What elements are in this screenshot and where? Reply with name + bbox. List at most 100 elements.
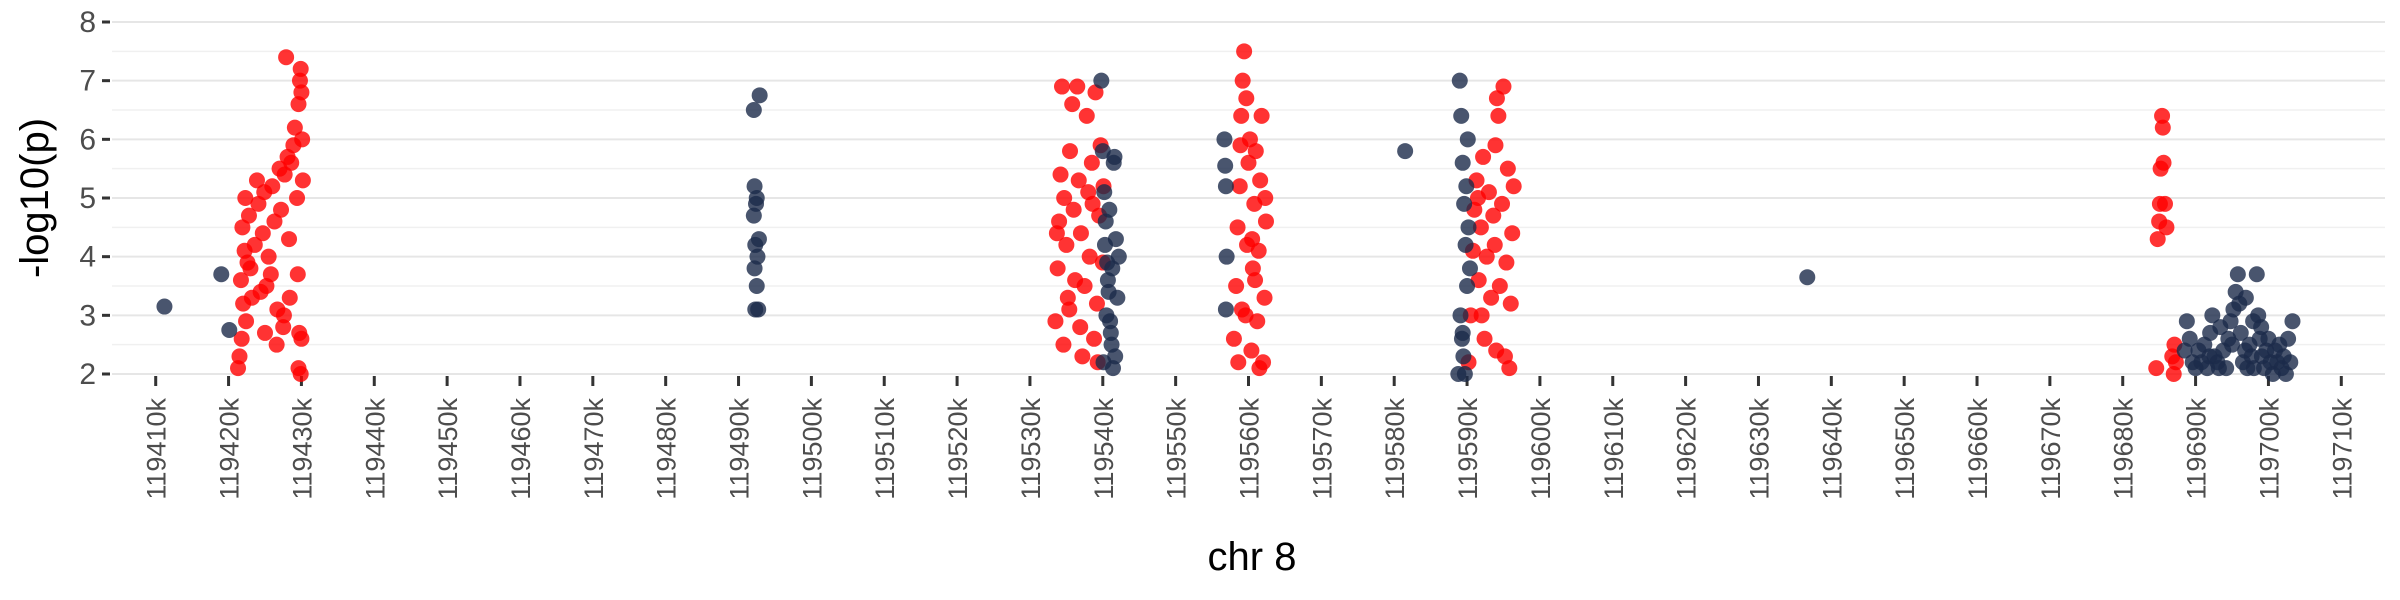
data-point-red	[1048, 225, 1065, 242]
data-point-red	[2148, 360, 2165, 377]
data-point-red	[1232, 137, 1249, 154]
data-point-navy	[1107, 348, 1124, 365]
data-point-navy	[1456, 195, 1473, 212]
data-point-red	[281, 289, 298, 306]
data-point-navy	[1799, 269, 1816, 286]
y-tick-label: 3	[79, 299, 96, 332]
data-point-red	[1058, 236, 1075, 253]
data-point-red	[1059, 289, 1076, 306]
data-point-red	[1501, 360, 1518, 377]
x-tick-label: 119630k	[1744, 398, 1774, 500]
data-point-red	[248, 172, 265, 189]
data-point-navy	[746, 260, 763, 277]
data-point-red	[1233, 301, 1250, 318]
data-point-red	[1491, 278, 1508, 294]
data-point-red	[276, 166, 293, 183]
data-point-red	[260, 248, 277, 265]
data-point-navy	[213, 266, 230, 283]
data-point-red	[262, 266, 279, 283]
data-point-red	[1472, 219, 1489, 236]
y-tick-label: 4	[79, 241, 96, 274]
x-tick-label: 119420k	[215, 398, 245, 500]
data-point-navy	[2237, 289, 2254, 306]
data-point-red	[289, 266, 306, 283]
data-point-red	[275, 307, 292, 324]
data-point-red	[240, 207, 257, 224]
data-point-red	[1053, 78, 1070, 95]
data-point-navy	[2224, 336, 2241, 353]
data-point-navy	[1454, 324, 1471, 341]
data-point-red	[1238, 90, 1255, 107]
data-point-red	[254, 225, 271, 242]
data-point-navy	[751, 87, 768, 104]
data-point-red	[1499, 160, 1516, 177]
data-point-red	[294, 172, 311, 189]
y-tick-label: 7	[79, 65, 96, 98]
data-point-red	[1236, 43, 1253, 60]
data-point-red	[264, 178, 281, 195]
data-point-red	[1081, 248, 1098, 265]
data-point-navy	[1102, 324, 1119, 341]
data-point-red	[275, 319, 292, 336]
data-point-red	[1490, 107, 1507, 124]
y-tick-label: 8	[79, 6, 96, 39]
x-tick-label: 119660k	[1963, 398, 1993, 500]
data-point-red	[238, 313, 255, 330]
data-point-red	[2155, 154, 2172, 171]
data-point-red	[266, 213, 283, 230]
data-point-navy	[1453, 107, 1470, 124]
data-point-red	[1078, 107, 1095, 124]
x-tick-label: 119470k	[579, 398, 609, 500]
data-point-red	[1498, 254, 1515, 271]
data-point-red	[2151, 195, 2168, 212]
data-point-red	[1069, 78, 1086, 95]
y-tick-label: 5	[79, 182, 96, 215]
data-point-red	[292, 60, 309, 77]
data-point-red	[294, 131, 311, 148]
data-point-red	[293, 84, 310, 101]
data-point-navy	[745, 207, 762, 224]
data-point-red	[1247, 272, 1264, 289]
data-point-red	[2149, 231, 2166, 248]
data-point-red	[1228, 278, 1245, 294]
data-point-red	[278, 49, 295, 66]
x-tick-label: 119650k	[1890, 398, 1920, 500]
data-point-red	[1478, 248, 1495, 265]
data-point-red	[2154, 107, 2171, 124]
data-point-red	[246, 236, 263, 253]
data-point-navy	[745, 102, 762, 118]
data-point-navy	[1101, 201, 1118, 218]
data-point-red	[1047, 313, 1064, 330]
data-point-red	[233, 330, 250, 347]
data-point-red	[1065, 201, 1082, 218]
data-point-red	[1495, 78, 1512, 95]
x-tick-label: 119440k	[360, 398, 390, 500]
data-point-navy	[1104, 260, 1121, 277]
data-point-navy	[2181, 330, 2198, 347]
data-point-navy	[1461, 260, 1478, 277]
data-point-red	[1062, 143, 1079, 160]
x-tick-label: 119590k	[1453, 398, 1483, 500]
data-point-red	[1234, 72, 1251, 89]
data-point-red	[2154, 119, 2171, 136]
data-point-navy	[2253, 319, 2270, 336]
data-point-red	[1233, 107, 1250, 124]
x-tick-label: 119480k	[652, 398, 682, 500]
data-point-navy	[750, 231, 767, 248]
data-point-red	[1070, 172, 1087, 189]
data-point-navy	[1450, 366, 1467, 382]
data-point-red	[1072, 225, 1089, 242]
x-tick-label: 119710k	[2327, 398, 2357, 500]
data-point-navy	[2232, 324, 2249, 341]
data-point-red	[2158, 219, 2175, 236]
data-point-red	[286, 119, 303, 136]
data-point-red	[1256, 289, 1273, 306]
data-point-red	[242, 260, 259, 277]
data-point-navy	[748, 190, 765, 206]
data-point-red	[1475, 148, 1492, 165]
data-point-red	[1257, 213, 1274, 230]
data-point-red	[1056, 190, 1073, 206]
data-point-navy	[2284, 313, 2301, 330]
data-point-navy	[221, 322, 238, 338]
data-point-navy	[1217, 301, 1234, 318]
